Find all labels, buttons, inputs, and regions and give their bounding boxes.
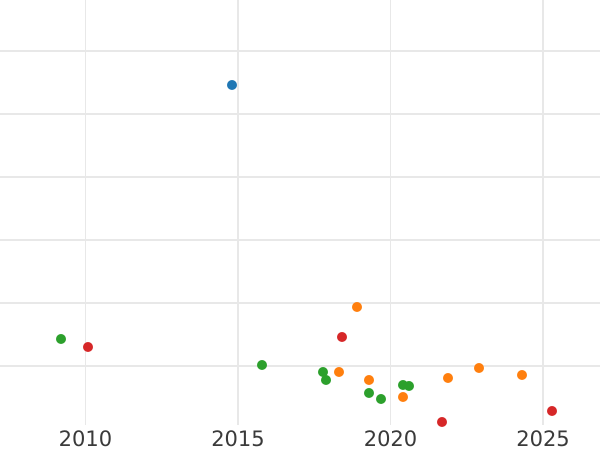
data-point-red — [83, 341, 94, 352]
gridline-vertical — [84, 0, 87, 425]
gridline-vertical — [237, 0, 239, 425]
data-point-orange — [473, 362, 484, 373]
data-point-red — [547, 405, 558, 416]
gridline-vertical — [389, 0, 392, 425]
data-point-blue — [226, 80, 237, 90]
data-point-green — [397, 379, 408, 390]
data-point-orange — [333, 367, 344, 378]
gridline-horizontal — [0, 365, 600, 367]
gridline-horizontal — [0, 50, 600, 52]
data-point-orange — [351, 301, 362, 312]
gridline-horizontal — [0, 302, 600, 304]
gridline-horizontal — [0, 239, 600, 241]
data-point-orange — [443, 372, 454, 383]
data-point-green — [376, 393, 387, 404]
data-point-green — [56, 333, 66, 344]
data-point-green — [321, 374, 332, 385]
data-point-green — [364, 387, 375, 398]
data-point-orange — [516, 369, 527, 380]
data-point-orange — [397, 391, 408, 402]
gridline-vertical — [542, 0, 544, 425]
data-point-green — [403, 380, 414, 391]
data-point-green — [318, 367, 329, 378]
data-point-orange — [364, 374, 375, 385]
gridline-horizontal — [0, 176, 600, 178]
data-point-red — [336, 331, 347, 342]
gridline-horizontal — [0, 113, 600, 115]
data-point-green — [257, 359, 268, 370]
data-point-red — [437, 417, 448, 428]
